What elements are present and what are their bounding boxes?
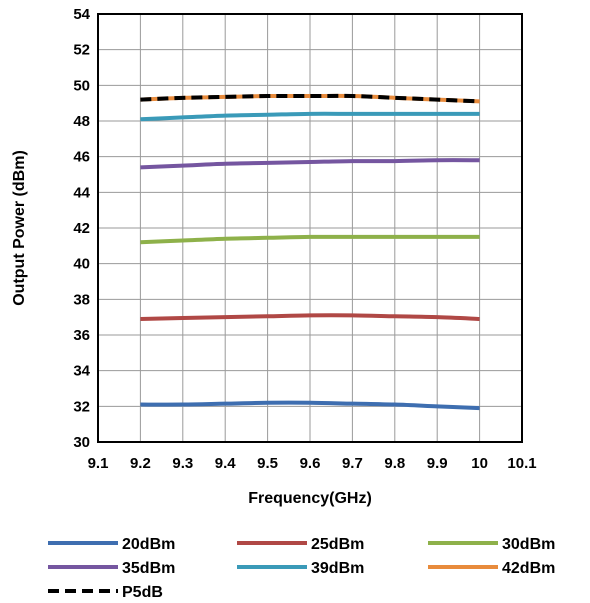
grid <box>97 13 523 443</box>
legend-label: 35dBm <box>122 560 175 577</box>
x-tick-label: 10 <box>471 455 488 472</box>
y-tick-label: 46 <box>73 149 90 166</box>
legend-item-35dbm: 35dBm <box>48 560 175 577</box>
x-tick-label: 9.5 <box>257 455 278 472</box>
series-line-25dbm <box>140 313 480 321</box>
y-tick-label: 42 <box>73 220 90 237</box>
y-tick-label: 38 <box>73 291 90 308</box>
legend-item-p5db: P5dB <box>48 584 163 601</box>
plot-border <box>97 13 523 443</box>
legend-item-25dbm: 25dBm <box>237 536 364 553</box>
y-tick-label: 30 <box>73 434 90 451</box>
x-tick-labels: 9.1 9.2 9.3 9.4 9.5 9.6 9.7 9.8 9.9 10 10.1 <box>88 455 537 472</box>
legend-label: 42dBm <box>502 560 555 577</box>
series-line-30dbm <box>140 234 480 245</box>
x-axis-title: Frequency(GHz) <box>248 490 372 507</box>
y-tick-label: 36 <box>73 327 90 344</box>
x-tick-label: 9.1 <box>88 455 109 472</box>
x-tick-label: 9.4 <box>215 455 237 472</box>
legend-label: 25dBm <box>311 536 364 553</box>
y-tick-labels: 30 32 34 36 38 40 42 44 46 48 50 52 54 <box>73 6 90 451</box>
x-tick-label: 9.3 <box>172 455 193 472</box>
y-tick-label: 48 <box>73 113 90 130</box>
legend-label: 20dBm <box>122 536 175 553</box>
y-tick-label: 40 <box>73 256 90 273</box>
series-line-p5db <box>140 93 480 104</box>
y-axis-title: Output Power (dBm) <box>11 150 28 306</box>
legend-label: P5dB <box>122 584 163 601</box>
y-tick-label: 54 <box>73 6 90 23</box>
x-tick-label: 9.2 <box>130 455 151 472</box>
legend-item-30dbm: 30dBm <box>428 536 555 553</box>
legend-label: 30dBm <box>502 536 555 553</box>
legend: 20dBm 25dBm 30dBm 35dBm 39dBm 42dBm P5dB <box>48 536 555 601</box>
x-tick-label: 10.1 <box>507 455 536 472</box>
y-tick-label: 52 <box>73 42 90 59</box>
y-tick-label: 50 <box>73 77 90 94</box>
legend-item-39dbm: 39dBm <box>237 560 364 577</box>
x-tick-label: 9.8 <box>384 455 405 472</box>
series-line-35dbm <box>140 158 480 170</box>
x-tick-label: 9.9 <box>427 455 448 472</box>
x-tick-label: 9.7 <box>342 455 363 472</box>
legend-item-20dbm: 20dBm <box>48 536 175 553</box>
x-tick-label: 9.6 <box>300 455 321 472</box>
legend-label: 39dBm <box>311 560 364 577</box>
series-line-39dbm <box>140 111 480 122</box>
y-tick-label: 32 <box>73 398 90 415</box>
series-line-20dbm <box>140 400 480 411</box>
legend-item-42dbm: 42dBm <box>428 560 555 577</box>
y-tick-label: 34 <box>73 363 90 380</box>
series-lines <box>140 93 480 411</box>
y-tick-label: 44 <box>73 184 90 201</box>
